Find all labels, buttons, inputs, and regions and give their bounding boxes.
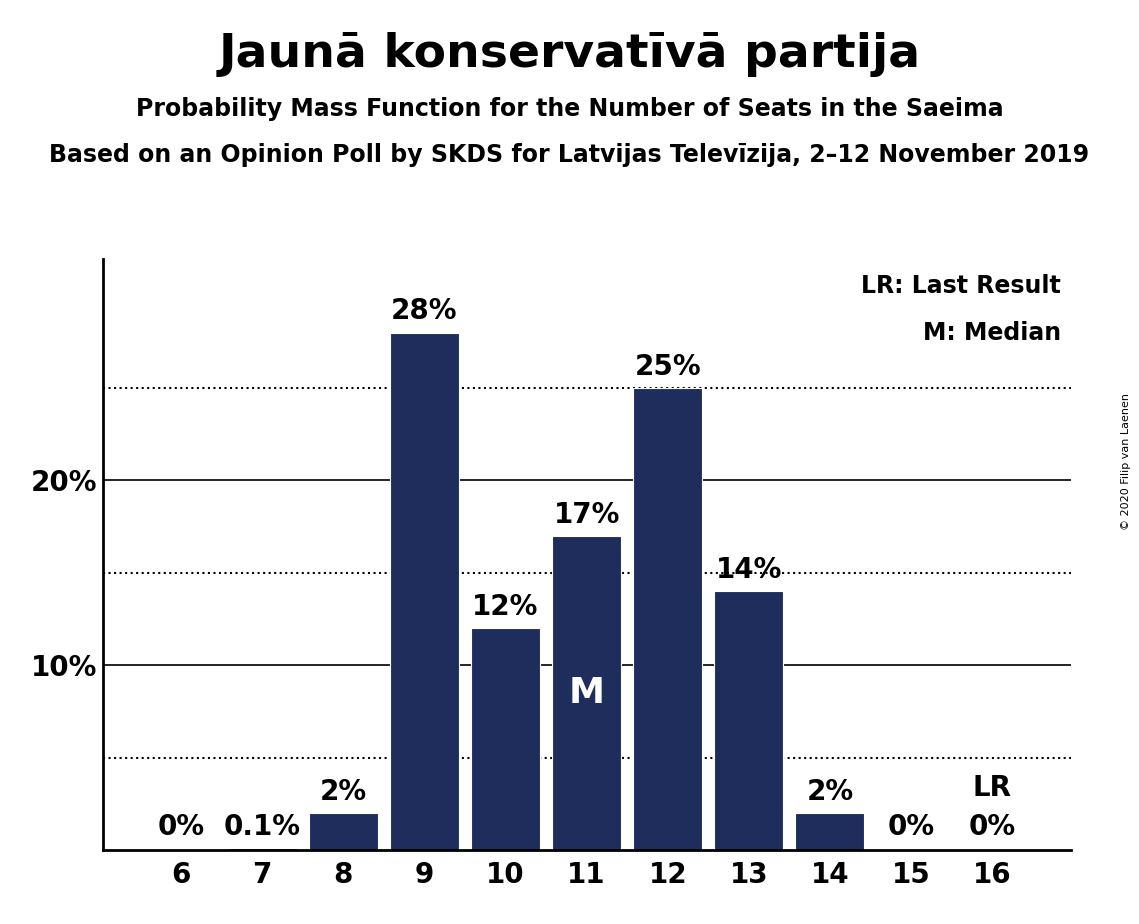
Text: 0%: 0%: [157, 813, 205, 841]
Text: 2%: 2%: [320, 778, 367, 806]
Text: © 2020 Filip van Laenen: © 2020 Filip van Laenen: [1121, 394, 1131, 530]
Text: 0%: 0%: [968, 813, 1016, 841]
Text: M: M: [568, 676, 605, 710]
Bar: [633, 388, 702, 850]
Bar: [390, 333, 459, 850]
Bar: [714, 591, 784, 850]
Text: 0%: 0%: [887, 813, 935, 841]
Text: LR: Last Result: LR: Last Result: [861, 274, 1060, 298]
Text: 12%: 12%: [473, 593, 539, 621]
Text: Based on an Opinion Poll by SKDS for Latvijas Televīzija, 2–12 November 2019: Based on an Opinion Poll by SKDS for Lat…: [49, 143, 1090, 167]
Bar: [552, 536, 621, 850]
Text: M: Median: M: Median: [923, 321, 1060, 345]
Bar: [228, 848, 296, 850]
Bar: [795, 813, 865, 850]
Bar: [309, 813, 378, 850]
Text: Probability Mass Function for the Number of Seats in the Saeima: Probability Mass Function for the Number…: [136, 97, 1003, 121]
Text: 14%: 14%: [715, 556, 782, 584]
Text: Jaunā konservatīvā partija: Jaunā konservatīvā partija: [219, 32, 920, 78]
Bar: [472, 628, 540, 850]
Text: 25%: 25%: [634, 353, 700, 381]
Text: 28%: 28%: [391, 298, 458, 325]
Text: 17%: 17%: [554, 501, 620, 529]
Text: 0.1%: 0.1%: [223, 813, 301, 841]
Text: 2%: 2%: [806, 778, 853, 806]
Text: LR: LR: [973, 774, 1011, 802]
